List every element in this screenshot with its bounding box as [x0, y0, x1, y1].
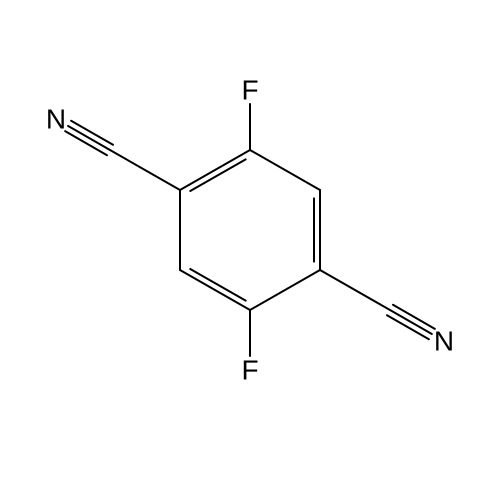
atom-label-n: N [434, 326, 454, 357]
bond [180, 269, 250, 310]
molecule-svg: F F N N [0, 0, 500, 500]
atom-label-f: F [241, 75, 258, 106]
bond [65, 121, 113, 155]
atom-label-n: N [46, 104, 66, 135]
bond [250, 270, 320, 310]
bond [250, 150, 320, 190]
bond [387, 305, 435, 339]
bond [320, 270, 390, 310]
bond [110, 150, 180, 190]
molecule-diagram: F F N N [0, 0, 500, 500]
bond [314, 190, 320, 270]
bond [180, 150, 250, 191]
bonds-group [65, 104, 435, 356]
atom-label-f: F [241, 355, 258, 386]
